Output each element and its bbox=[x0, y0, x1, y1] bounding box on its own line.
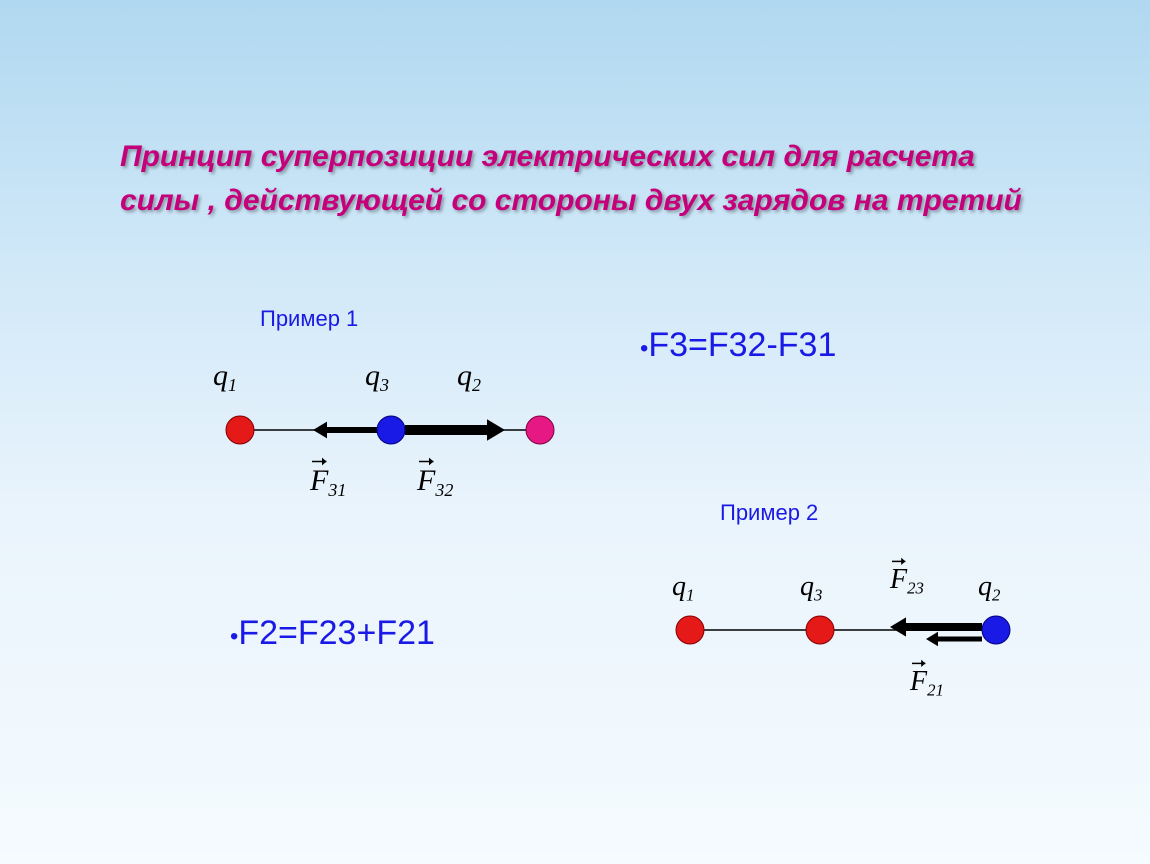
example2-formula: •F2=F23+F21 bbox=[230, 614, 435, 653]
svg-text:F32: F32 bbox=[416, 464, 453, 500]
svg-text:q1: q1 bbox=[213, 359, 237, 395]
svg-text:F31: F31 bbox=[309, 464, 346, 500]
svg-text:F21: F21 bbox=[909, 666, 944, 700]
svg-text:q3: q3 bbox=[800, 571, 822, 605]
slide-title: Принцип суперпозиции электрических сил д… bbox=[120, 135, 1040, 223]
svg-text:q2: q2 bbox=[457, 359, 481, 395]
example2-diagram: F23 F21 q1 q3 q2 bbox=[640, 540, 1050, 740]
svg-text:q1: q1 bbox=[672, 571, 694, 605]
example2-label: Пример 2 bbox=[720, 500, 818, 526]
example1-label: Пример 1 bbox=[260, 306, 358, 332]
svg-text:q2: q2 bbox=[978, 571, 1001, 605]
example1-formula: •F3=F32-F31 bbox=[640, 326, 836, 365]
svg-text:q3: q3 bbox=[365, 359, 389, 395]
svg-text:F23: F23 bbox=[889, 564, 924, 598]
example1-diagram: F31 F32 q1 q3 q2 bbox=[195, 340, 575, 520]
slide: Принцип суперпозиции электрических сил д… bbox=[0, 0, 1150, 864]
